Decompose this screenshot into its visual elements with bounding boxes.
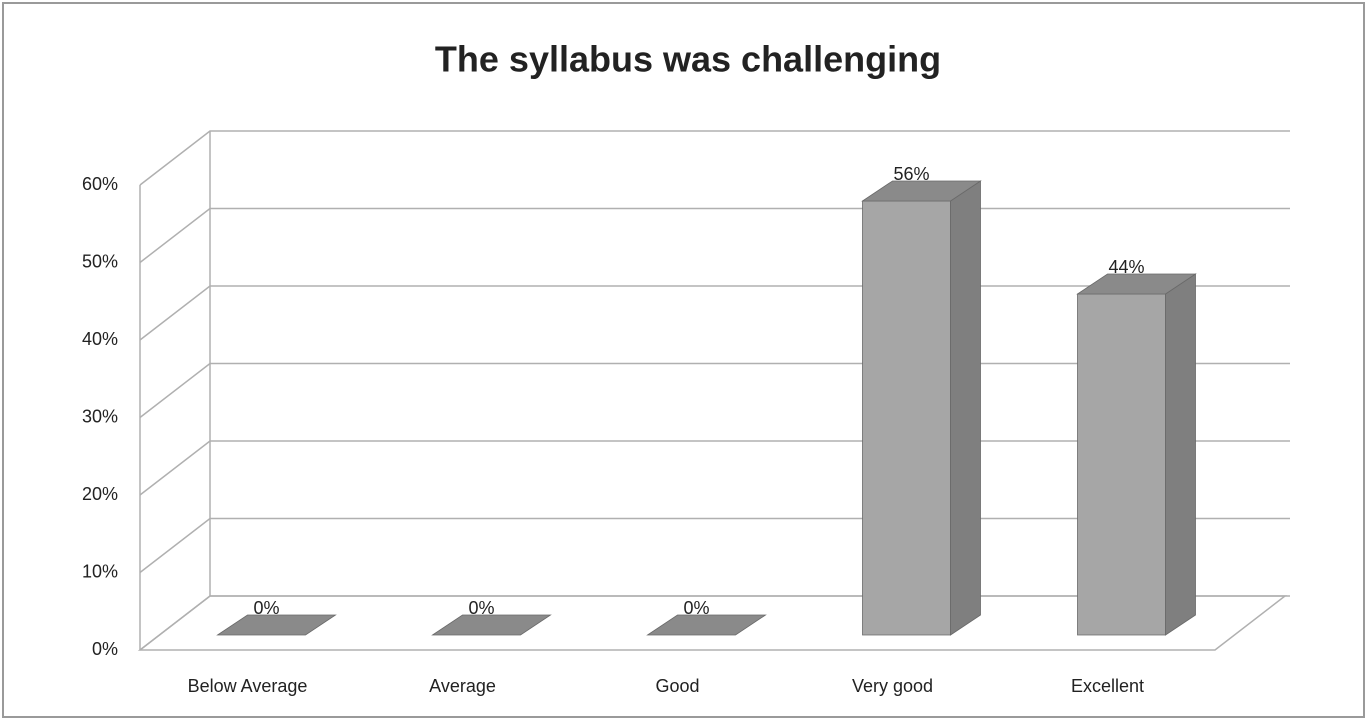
x-tick-label: Very good xyxy=(852,676,933,696)
bar xyxy=(861,180,982,636)
chart-title: The syllabus was challenging xyxy=(435,39,941,80)
data-label: 0% xyxy=(683,598,709,618)
data-label: 0% xyxy=(468,598,494,618)
bar xyxy=(646,614,767,636)
y-tick-label: 0% xyxy=(92,639,118,659)
y-tick-label: 50% xyxy=(82,251,118,271)
bar-top xyxy=(216,614,337,636)
y-tick-label: 40% xyxy=(82,329,118,349)
x-tick-label: Good xyxy=(655,676,699,696)
bar-front xyxy=(862,200,951,636)
bar-top xyxy=(646,614,767,636)
grid-line xyxy=(139,130,1290,186)
data-label: 44% xyxy=(1108,257,1144,277)
y-tick-label: 20% xyxy=(82,484,118,504)
x-tick-label: Excellent xyxy=(1071,676,1144,696)
data-label: 56% xyxy=(893,164,929,184)
x-tick-label: Average xyxy=(429,676,496,696)
bar-top xyxy=(861,180,982,202)
bar-top xyxy=(431,614,552,636)
y-tick-label: 30% xyxy=(82,406,118,426)
y-tick-label: 60% xyxy=(82,174,118,194)
x-tick-label: Below Average xyxy=(188,676,308,696)
bar-side xyxy=(950,180,981,636)
y-tick-label: 10% xyxy=(82,561,118,581)
bar-front xyxy=(1077,293,1166,636)
bar-top xyxy=(1076,273,1197,295)
bar-side xyxy=(1165,273,1196,636)
data-label: 0% xyxy=(253,598,279,618)
bar xyxy=(1076,273,1197,636)
bar xyxy=(431,614,552,636)
bar xyxy=(216,614,337,636)
